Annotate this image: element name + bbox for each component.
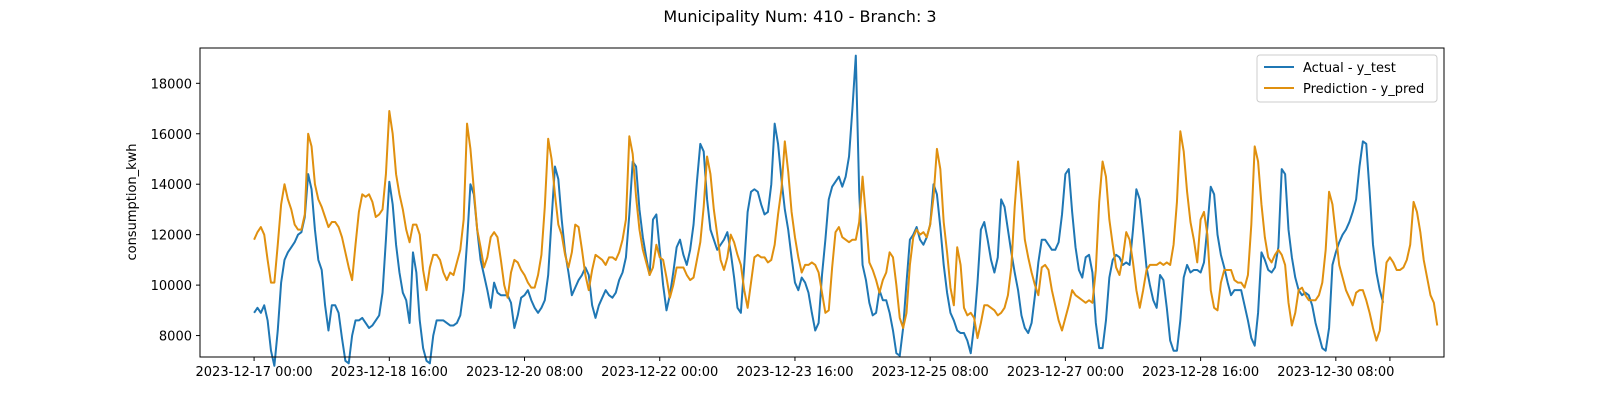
x-tick-label: 2023-12-28 16:00 [1142,365,1259,380]
legend: Actual - y_test Prediction - y_pred [1256,54,1438,103]
series-line-0 [253,54,1385,367]
y-axis-label: consumption_kwh [125,143,140,260]
y-tick-label: 10000 [151,279,192,294]
x-axis: 2023-12-17 00:00 2023-12-18 16:00 2023-12-… [196,357,1394,380]
plot-area [253,54,1439,367]
y-axis: 8000 10000 12000 14000 16000 18000 [151,77,200,345]
x-tick-label: 2023-12-27 00:00 [1007,365,1124,380]
series-line-1 [253,110,1439,342]
chart-title: Municipality Num: 410 - Branch: 3 [663,7,936,26]
x-tick-label: 2023-12-25 08:00 [872,365,989,380]
y-tick-label: 18000 [151,77,192,92]
x-tick-label: 2023-12-30 08:00 [1277,365,1394,380]
x-tick-label: 2023-12-20 08:00 [466,365,583,380]
legend-box [1256,54,1438,103]
y-tick-label: 12000 [151,229,192,244]
y-tick-label: 14000 [151,178,192,193]
plot-frame [199,47,1445,358]
x-tick-label: 2023-12-18 16:00 [331,365,448,380]
x-tick-label: 2023-12-22 00:00 [601,365,718,380]
legend-label-actual: Actual - y_test [1303,61,1396,76]
y-tick-label: 8000 [159,330,192,345]
legend-label-prediction: Prediction - y_pred [1303,82,1424,97]
x-tick-label: 2023-12-23 16:00 [736,365,853,380]
y-tick-label: 16000 [151,128,192,143]
x-tick-label: 2023-12-17 00:00 [196,365,313,380]
